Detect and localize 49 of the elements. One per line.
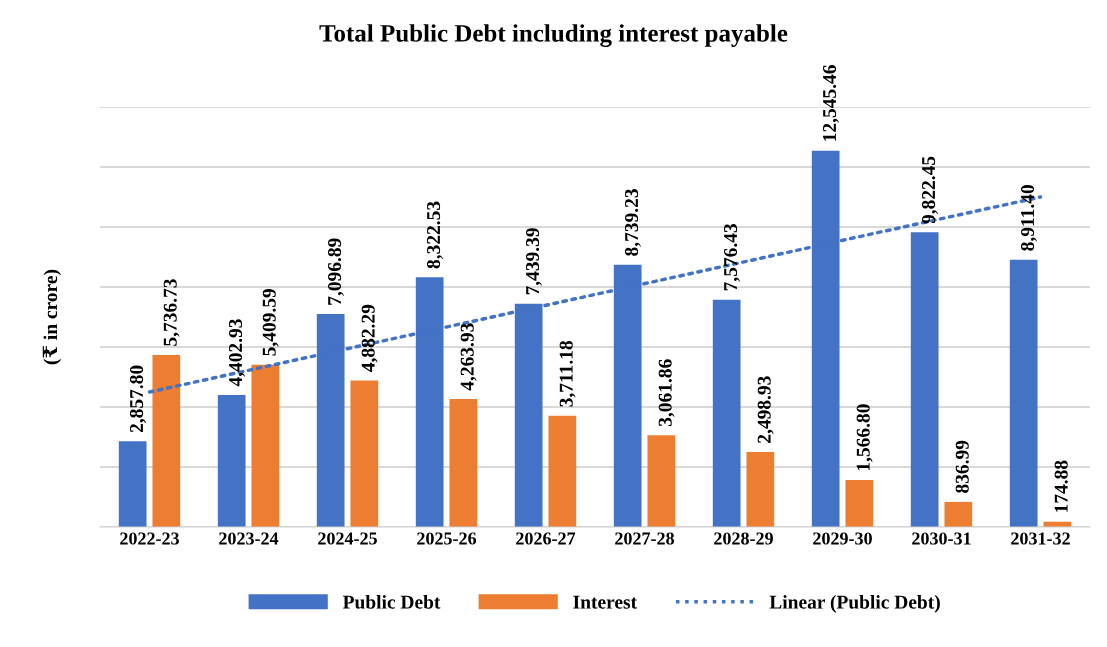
bar (647, 435, 676, 527)
x-tick-label: 2031-32 (1011, 532, 1070, 545)
x-tick-label: 2030-31 (912, 532, 971, 545)
x-tick-label: 2022-23 (120, 532, 179, 545)
bar (910, 232, 939, 527)
x-tick-label: 2027-28 (615, 532, 674, 545)
data-label: 4,402.93 (228, 319, 245, 387)
bar (152, 354, 181, 527)
data-label: 12,545.46 (823, 65, 839, 141)
data-label: 5,409.59 (262, 289, 279, 356)
x-tick-label: 2026-27 (516, 532, 576, 545)
bar (449, 399, 478, 527)
data-label: 7,576.43 (724, 223, 740, 291)
bar (746, 452, 775, 527)
x-tick-label: 2024-25 (318, 532, 377, 545)
data-label: 2,857.80 (129, 365, 146, 433)
legend-label: Linear (Public Debt) (769, 595, 940, 613)
chart-title: Total Public Debt including interest payable (319, 24, 788, 48)
legend-label: Interest (573, 595, 637, 609)
bar (217, 394, 246, 527)
data-label: 3,711.18 (559, 340, 576, 407)
x-tick-label: 2028-29 (714, 532, 773, 545)
bar (118, 441, 147, 527)
y-axis-title: (₹ in crore) (42, 269, 62, 365)
bar (944, 501, 973, 527)
data-label: 4,882.29 (361, 304, 378, 372)
bar (1009, 259, 1038, 527)
data-label: 8,739.23 (624, 189, 641, 256)
data-label: 3,061.86 (658, 359, 675, 427)
data-label: 5,736.73 (163, 279, 180, 346)
data-label: 8,911.40 (1020, 185, 1037, 251)
bar (712, 299, 741, 527)
x-tick-label: 2023-24 (219, 532, 279, 545)
x-tick-label: 2025-26 (417, 532, 477, 545)
bar (251, 364, 280, 527)
data-label: 7,096.89 (327, 238, 344, 305)
data-label: 7,439.39 (526, 228, 542, 295)
data-label: 9,822.45 (921, 156, 938, 224)
legend-label: Public Debt (342, 595, 441, 609)
data-label: 836.99 (955, 440, 969, 493)
data-label: 174.88 (1054, 460, 1068, 512)
data-label: 1,566.80 (856, 404, 873, 471)
bar (548, 415, 577, 527)
data-label: 4,263.93 (460, 323, 477, 391)
bar (350, 380, 379, 527)
data-label: 2,498.93 (757, 376, 774, 443)
x-tick-label: 2029-30 (813, 532, 872, 545)
data-label: 8,322.53 (426, 201, 443, 269)
bar (845, 480, 874, 527)
